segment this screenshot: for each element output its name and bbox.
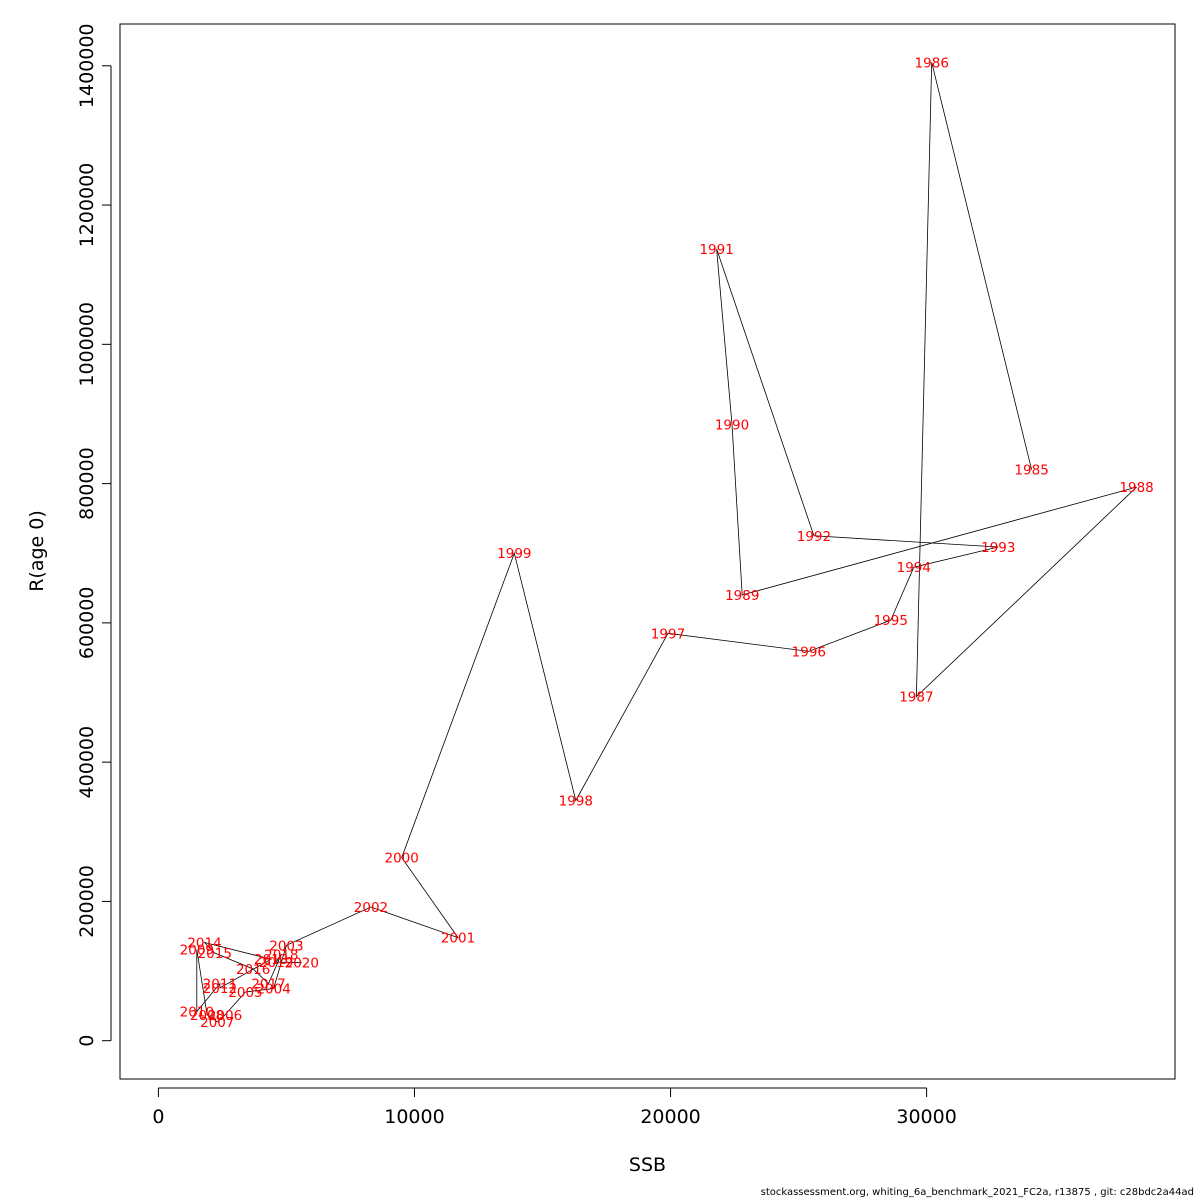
year-label-2020: 2020 xyxy=(285,956,319,972)
y-axis: 0 200000 400000 600000 800000 1000000 1200000 1… xyxy=(76,23,112,1047)
x-tick-label: 10000 xyxy=(384,1106,444,1128)
year-label-1986: 1986 xyxy=(915,55,949,71)
x-axis: 0 10000 20000 30000 xyxy=(152,1087,957,1128)
year-label-1999: 1999 xyxy=(497,546,531,562)
year-label-1997: 1997 xyxy=(651,626,685,642)
year-label-1991: 1991 xyxy=(699,242,733,258)
x-tick-label: 20000 xyxy=(640,1106,700,1128)
year-label-1990: 1990 xyxy=(715,417,749,433)
year-label-2014: 2014 xyxy=(187,936,221,952)
year-label-2010: 2010 xyxy=(180,1004,214,1020)
y-tick-label: 1000000 xyxy=(76,302,98,387)
year-label-1994: 1994 xyxy=(897,560,931,576)
year-label-2016: 2016 xyxy=(236,962,270,978)
year-label-2001: 2001 xyxy=(441,931,475,947)
year-label-2018: 2018 xyxy=(264,947,298,963)
y-tick-label: 200000 xyxy=(76,865,98,938)
y-tick-label: 0 xyxy=(76,1035,98,1047)
year-label-2009: 2009 xyxy=(180,942,214,958)
year-label-1993: 1993 xyxy=(981,540,1015,556)
year-label-2004: 2004 xyxy=(256,981,290,997)
year-label-2019: 2019 xyxy=(259,955,293,971)
y-tick-label: 1400000 xyxy=(76,23,98,108)
year-label-1988: 1988 xyxy=(1119,480,1153,496)
plot-frame xyxy=(119,23,1176,1080)
x-tick-label: 30000 xyxy=(896,1106,956,1128)
year-label-1995: 1995 xyxy=(874,613,908,629)
year-label-2000: 2000 xyxy=(384,851,418,867)
year-label-2011: 2011 xyxy=(203,977,237,993)
year-label-1989: 1989 xyxy=(725,588,759,604)
y-tick-label: 800000 xyxy=(76,447,98,520)
year-label-1992: 1992 xyxy=(797,529,831,545)
year-label-2002: 2002 xyxy=(354,900,388,916)
y-tick-label: 400000 xyxy=(76,726,98,799)
year-label-1987: 1987 xyxy=(899,690,933,706)
year-label-2006: 2006 xyxy=(208,1008,242,1024)
year-label-1985: 1985 xyxy=(1014,463,1048,479)
y-tick-label: 600000 xyxy=(76,587,98,660)
y-tick-label: 1200000 xyxy=(76,163,98,248)
year-label-2012: 2012 xyxy=(203,981,237,997)
x-tick-label: 0 xyxy=(152,1106,164,1128)
year-label-2017: 2017 xyxy=(251,977,285,993)
year-label-2003: 2003 xyxy=(269,938,303,954)
year-label-2013: 2013 xyxy=(254,952,288,968)
year-label-2015: 2015 xyxy=(198,946,232,962)
y-axis-title: R(age 0) xyxy=(26,510,48,592)
x-axis-title: SSB xyxy=(629,1154,666,1176)
trajectory-line xyxy=(196,62,1137,1023)
year-label-1996: 1996 xyxy=(792,644,826,660)
year-labels: 1985 1986 1987 1988 1989 1990 1991 1992 1993 1994… xyxy=(180,55,1154,1031)
year-label-1998: 1998 xyxy=(559,793,593,809)
series-trajectory xyxy=(196,62,1137,1023)
year-label-2005: 2005 xyxy=(228,985,262,1001)
year-label-2007: 2007 xyxy=(200,1015,234,1031)
year-label-2008: 2008 xyxy=(190,1008,224,1024)
footer-credit: stockassessment.org, whiting_6a_benchmar… xyxy=(760,1187,1194,1198)
